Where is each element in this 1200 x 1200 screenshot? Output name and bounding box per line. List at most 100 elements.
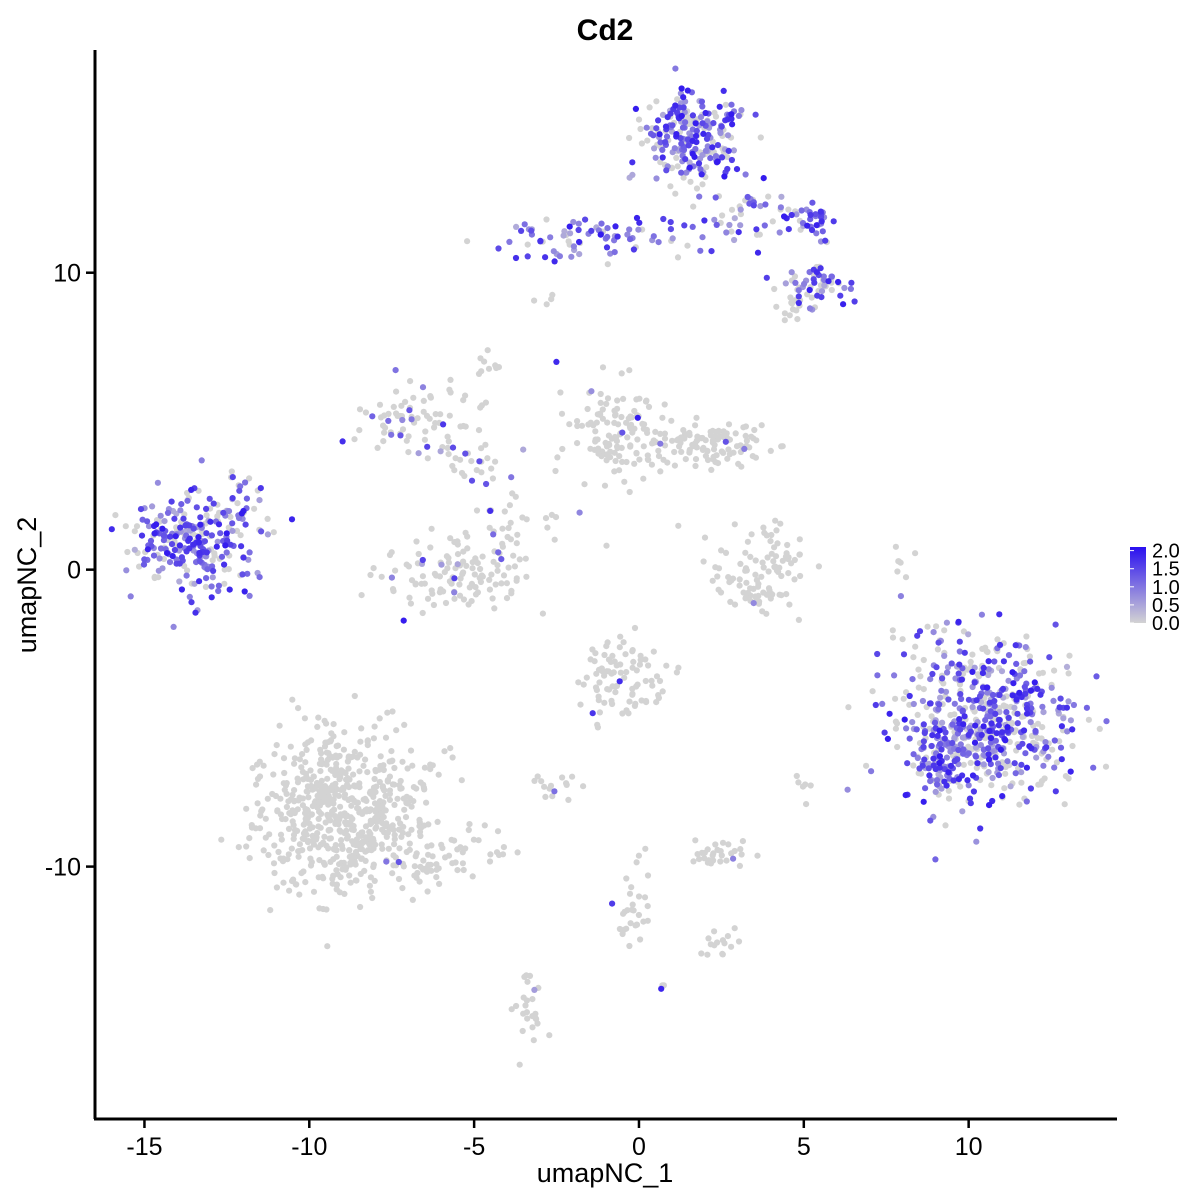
cell-point xyxy=(709,852,716,859)
cell-point xyxy=(516,556,523,563)
cell-point xyxy=(164,550,171,557)
cell-point xyxy=(239,571,246,578)
cell-point xyxy=(238,543,245,550)
cell-point xyxy=(910,762,917,769)
cell-point xyxy=(271,842,278,849)
cell-point xyxy=(131,528,138,535)
cell-point xyxy=(338,837,345,844)
cell-point xyxy=(477,578,484,586)
cell-point xyxy=(524,253,531,260)
cell-point xyxy=(389,870,396,877)
cell-point xyxy=(777,204,785,211)
cell-point xyxy=(343,864,350,871)
cell-point xyxy=(759,559,766,566)
cell-point xyxy=(378,573,385,580)
cell-point xyxy=(391,801,398,809)
cell-point xyxy=(629,901,636,908)
cell-point xyxy=(575,679,582,686)
cell-point xyxy=(956,716,963,723)
cell-point xyxy=(655,692,662,699)
cell-point xyxy=(845,704,852,711)
cell-point xyxy=(661,401,668,408)
cell-point xyxy=(957,741,964,748)
cell-point xyxy=(358,592,365,599)
cell-point xyxy=(168,541,176,548)
cell-point xyxy=(687,178,694,185)
cell-point xyxy=(386,796,393,804)
cell-point xyxy=(357,738,364,745)
cell-point xyxy=(168,498,175,505)
cell-point xyxy=(1037,691,1044,698)
cell-point xyxy=(699,234,706,241)
cell-point xyxy=(987,708,994,715)
cell-point xyxy=(938,785,945,792)
cell-point xyxy=(217,530,224,537)
cell-point xyxy=(186,535,193,542)
cell-point xyxy=(124,548,131,556)
cell-point xyxy=(367,806,374,813)
x-tick-label: 5 xyxy=(797,1133,811,1161)
cell-point xyxy=(674,96,681,103)
cell-point xyxy=(265,851,272,859)
cell-point xyxy=(986,802,993,809)
color-legend: 2.01.51.00.50.0 xyxy=(1130,541,1180,635)
cell-point xyxy=(612,412,619,419)
cell-point xyxy=(364,847,371,854)
cell-point xyxy=(299,802,306,809)
cell-point xyxy=(490,558,497,565)
cell-point xyxy=(711,928,718,935)
cell-point xyxy=(886,710,893,717)
cell-point xyxy=(628,414,635,421)
cell-point xyxy=(742,423,750,430)
cell-point xyxy=(737,560,744,568)
cell-point xyxy=(478,469,485,476)
cell-point xyxy=(209,574,216,581)
cell-point xyxy=(771,285,778,293)
cell-point xyxy=(927,700,934,707)
cell-point xyxy=(451,575,458,582)
cell-point xyxy=(409,762,416,769)
cell-point xyxy=(767,447,774,454)
cell-point xyxy=(273,884,280,891)
cell-point xyxy=(202,583,209,591)
cell-point xyxy=(932,788,939,796)
cell-point xyxy=(576,509,583,516)
cell-point xyxy=(752,571,759,578)
cell-point xyxy=(177,507,184,514)
cell-point xyxy=(662,123,670,130)
cell-point xyxy=(926,772,933,779)
cell-point xyxy=(945,696,952,703)
cell-point xyxy=(592,438,599,445)
cell-point xyxy=(511,563,518,570)
cell-point xyxy=(1023,798,1030,805)
cell-point xyxy=(652,154,659,161)
cell-point xyxy=(743,594,750,601)
cell-point xyxy=(1012,727,1019,734)
cell-point xyxy=(617,661,624,668)
cell-point xyxy=(982,717,989,724)
cell-point xyxy=(296,891,303,898)
cell-point xyxy=(280,755,288,762)
cell-point xyxy=(286,887,293,894)
cell-point xyxy=(351,692,358,700)
cell-point xyxy=(1013,696,1020,703)
cell-point xyxy=(616,644,623,651)
cell-point xyxy=(288,845,295,852)
cell-point xyxy=(595,450,602,457)
cell-point xyxy=(337,803,344,810)
cell-point xyxy=(328,787,335,794)
cell-point xyxy=(601,651,608,659)
cell-point xyxy=(499,543,506,550)
cell-point xyxy=(474,589,481,596)
cell-point xyxy=(291,760,298,767)
cell-point xyxy=(1051,737,1058,744)
cell-point xyxy=(477,565,484,573)
cell-point xyxy=(558,410,566,417)
cell-point xyxy=(551,258,558,265)
cell-point xyxy=(902,792,909,799)
cell-point xyxy=(644,872,652,879)
cell-point xyxy=(743,579,750,586)
cell-point xyxy=(505,524,512,532)
cell-point xyxy=(742,432,749,439)
cell-point xyxy=(348,802,355,809)
